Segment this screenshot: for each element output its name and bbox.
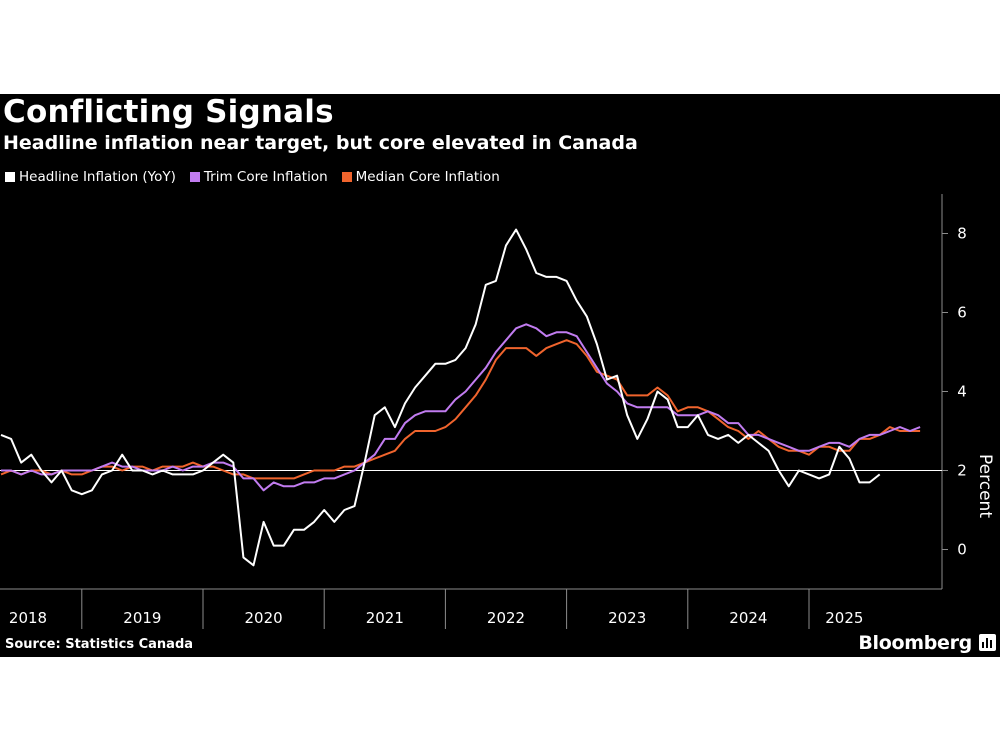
legend-label-headline: Headline Inflation (YoY) (19, 169, 176, 185)
y-axis-title: Percent (975, 454, 995, 518)
y-tick-label: 6 (957, 304, 967, 322)
chart-title: Conflicting Signals (3, 94, 334, 130)
legend-item-trim-core: Trim Core Inflation (189, 169, 328, 185)
legend-swatch-headline (5, 172, 15, 182)
bloomberg-logo: Bloomberg (858, 632, 972, 654)
x-tick-label: 2023 (608, 609, 646, 627)
x-tick-label: 2020 (245, 609, 283, 627)
legend-label-trim-core: Trim Core Inflation (203, 169, 328, 185)
legend: Headline Inflation (YoY) Trim Core Infla… (5, 169, 500, 185)
line-chart: 0 2 4 6 8 Percent 2018 2019 2020 2021 2022 2023 2024… (0, 194, 995, 629)
x-tick-label: 2019 (123, 609, 161, 627)
x-tick-label: 2018 (9, 609, 47, 627)
source-note: Source: Statistics Canada (5, 637, 194, 652)
y-tick-label: 2 (957, 462, 967, 480)
legend-item-median-core: Median Core Inflation (341, 169, 500, 185)
series-line-trim-core (1, 323, 921, 492)
y-tick-label: 4 (957, 383, 967, 401)
x-tick-label: 2025 (825, 609, 863, 627)
y-tick-label: 8 (957, 225, 967, 243)
x-tick-label: 2022 (487, 609, 525, 627)
legend-item-headline: Headline Inflation (YoY) (5, 169, 176, 185)
y-tick-label: 0 (957, 541, 967, 559)
legend-label-median-core: Median Core Inflation (355, 169, 500, 185)
bloomberg-chart-icon (979, 634, 996, 651)
series-line-median-core (0, 339, 921, 480)
legend-swatch-median-core (341, 172, 352, 182)
x-tick-label: 2021 (366, 609, 404, 627)
series-line-headline (0, 228, 881, 567)
chart-subtitle: Headline inflation near target, but core… (3, 132, 638, 154)
legend-swatch-trim-core (189, 172, 200, 182)
x-tick-label: 2024 (729, 609, 767, 627)
chart-panel: Conflicting Signals Headline inflation n… (0, 94, 1000, 657)
